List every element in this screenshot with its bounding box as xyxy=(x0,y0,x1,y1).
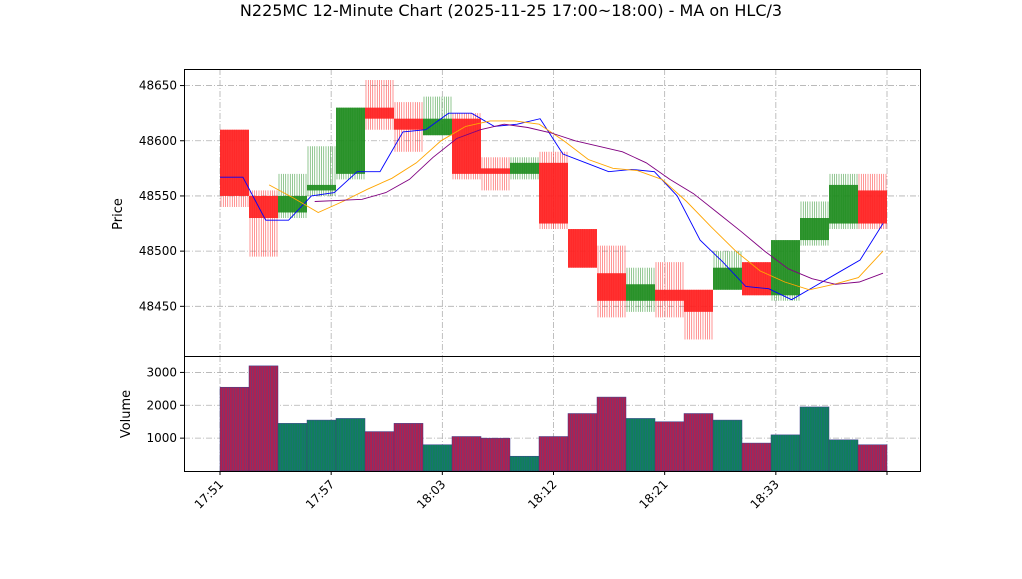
volume-tick-label: 1000 xyxy=(146,431,177,445)
candle xyxy=(220,129,249,207)
volume-bar xyxy=(422,444,453,472)
candle xyxy=(452,113,481,180)
volume-panel-frame xyxy=(184,356,921,472)
volume-y-ticks: 1000 2000 3000 xyxy=(146,365,184,445)
price-y-ticks: 48450 48500 48550 48600 48650 xyxy=(139,79,184,313)
candle-body xyxy=(684,289,713,312)
ma-line xyxy=(268,120,884,291)
x-tick-label: 17:57 xyxy=(303,477,337,511)
candle-body xyxy=(858,190,887,224)
candle-body xyxy=(452,118,481,174)
volume-tick-label: 2000 xyxy=(146,398,177,412)
candle xyxy=(307,146,336,196)
volume-bar xyxy=(248,365,279,472)
volume-y-label: Volume xyxy=(119,390,134,438)
candle xyxy=(278,173,307,219)
price-tick-label: 48600 xyxy=(139,134,177,148)
volume-bar xyxy=(857,444,888,472)
candle-body xyxy=(655,289,684,301)
candle-body xyxy=(423,118,452,136)
candle xyxy=(800,201,829,246)
volume-bar xyxy=(509,455,540,472)
candle-body xyxy=(307,184,336,191)
candle xyxy=(568,229,597,268)
ma-line xyxy=(220,112,884,301)
volume-bar xyxy=(770,434,801,472)
price-y-label: Price xyxy=(111,198,126,230)
candle-body xyxy=(800,218,829,241)
candle xyxy=(597,245,626,318)
candle-body xyxy=(539,162,568,224)
volume-bar xyxy=(596,396,627,472)
candle xyxy=(771,240,800,301)
volume-bar xyxy=(480,437,511,472)
volume-bar xyxy=(277,423,308,472)
candle xyxy=(539,151,568,230)
volume-tick-label: 3000 xyxy=(146,365,177,379)
ma-lines xyxy=(220,112,884,301)
candle-body xyxy=(278,195,307,213)
x-ticks: 17:51 17:57 18:03 18:12 18:21 18:33 xyxy=(192,471,888,512)
candle-body xyxy=(713,267,742,290)
volume-bar xyxy=(538,436,569,472)
volume-bar xyxy=(219,386,250,472)
candle xyxy=(510,157,539,180)
candle xyxy=(394,102,423,152)
volume-bar xyxy=(625,418,656,472)
chart-title: N225MC 12-Minute Chart (2025-11-25 17:00… xyxy=(240,1,782,20)
candle-body xyxy=(626,284,655,301)
candle xyxy=(626,267,655,312)
candle-body xyxy=(510,162,539,174)
candle xyxy=(713,251,742,290)
candle-body xyxy=(365,107,394,119)
price-tick-label: 48650 xyxy=(139,79,177,93)
volume-bar xyxy=(393,423,424,472)
volume-bar xyxy=(712,419,743,472)
candle-body xyxy=(597,273,626,301)
x-tick-label: 17:51 xyxy=(192,477,226,511)
candle xyxy=(684,289,713,340)
volume-bar xyxy=(364,431,395,472)
volume-bar xyxy=(335,418,366,472)
volume-bar xyxy=(654,421,685,472)
x-tick-label: 18:33 xyxy=(748,477,782,511)
candle-body xyxy=(336,107,365,174)
candle-body xyxy=(771,240,800,296)
candle-body xyxy=(742,262,771,296)
volume-bars xyxy=(219,365,888,472)
candle xyxy=(742,262,771,296)
candle-body xyxy=(394,118,423,130)
candle xyxy=(365,80,394,130)
volume-bar xyxy=(567,413,598,472)
candle xyxy=(481,157,510,191)
ma-line xyxy=(314,123,884,285)
candle xyxy=(829,173,858,230)
candle-body xyxy=(829,184,858,224)
x-tick-label: 18:03 xyxy=(414,477,448,511)
x-tick-label: 18:12 xyxy=(525,477,559,511)
candle xyxy=(423,96,452,136)
candle xyxy=(336,107,365,180)
candle xyxy=(858,173,887,230)
candle xyxy=(249,190,278,257)
volume-bar xyxy=(828,439,859,472)
volume-bar xyxy=(741,442,772,472)
price-tick-label: 48500 xyxy=(139,244,177,258)
volume-bar xyxy=(306,419,337,472)
price-tick-label: 48450 xyxy=(139,299,177,313)
candle-body xyxy=(568,229,597,268)
volume-bar xyxy=(799,406,830,472)
volume-bar xyxy=(451,436,482,472)
candle-body xyxy=(481,168,510,174)
candles xyxy=(220,80,887,340)
volume-bar xyxy=(683,413,714,472)
x-tick-label: 18:21 xyxy=(636,477,670,511)
candle-body xyxy=(220,129,249,196)
price-tick-label: 48550 xyxy=(139,189,177,203)
candle-body xyxy=(249,195,278,219)
candle xyxy=(655,262,684,318)
